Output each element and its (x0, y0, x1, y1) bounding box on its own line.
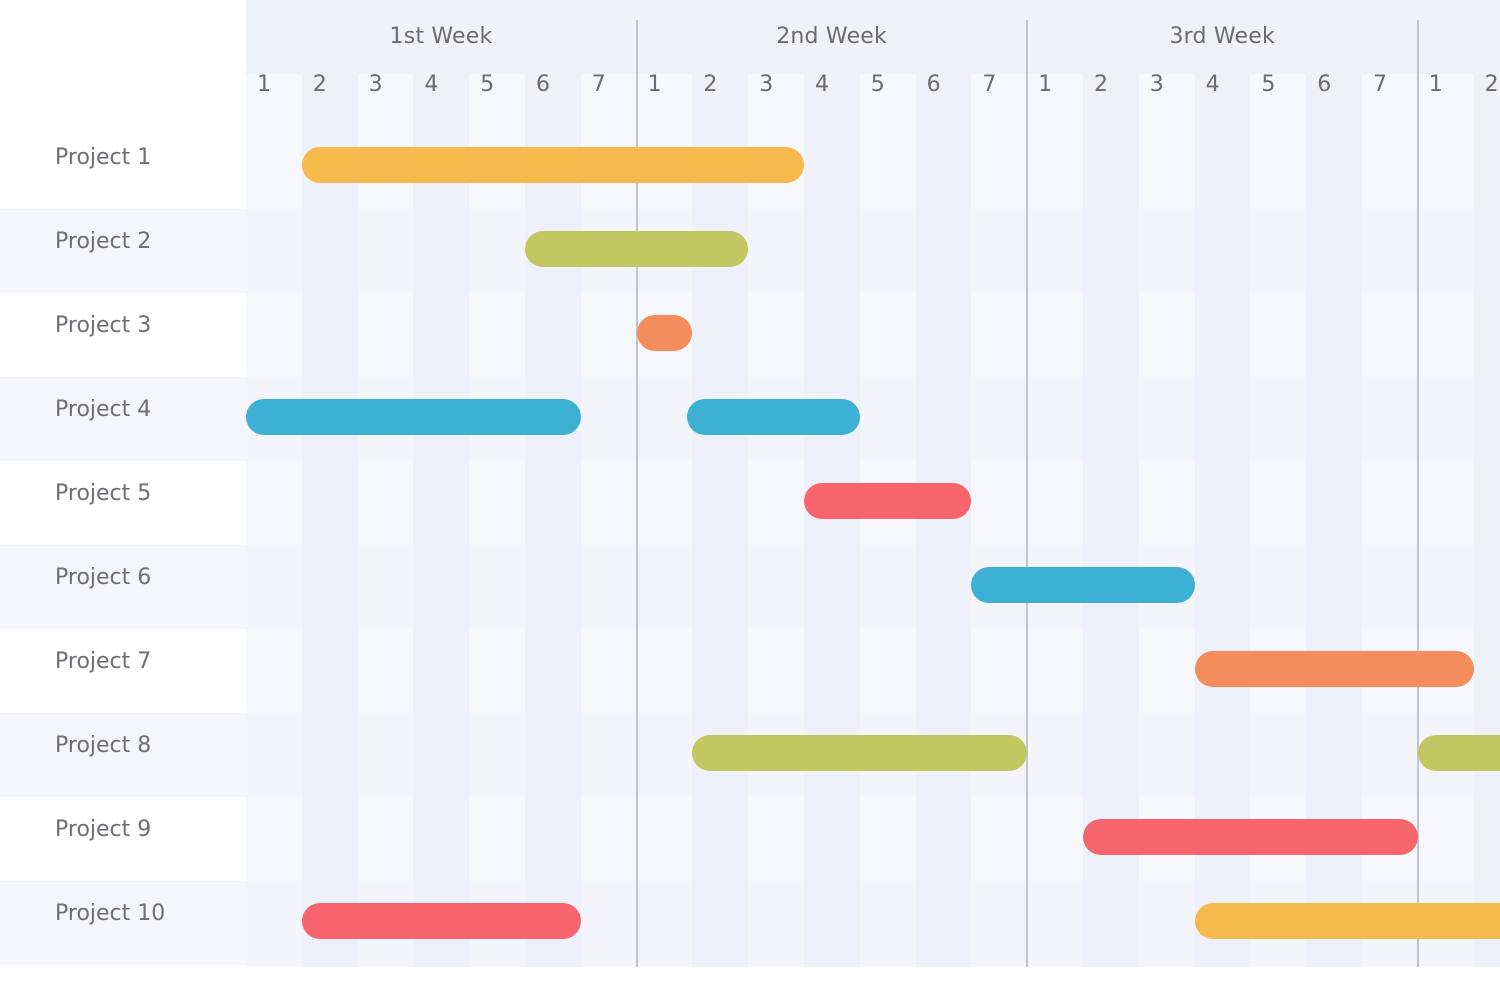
day-column (915, 74, 972, 967)
project-row-band (246, 545, 1500, 629)
project-label: Project 8 (55, 733, 152, 758)
project-label: Project 2 (55, 229, 152, 254)
day-column (1306, 74, 1363, 967)
project-label: Project 1 (55, 145, 152, 170)
task-bar (804, 483, 972, 519)
day-label: 2 (1094, 72, 1108, 97)
week-label: 1st Week (389, 24, 493, 49)
project-row (0, 713, 246, 797)
task-bar (1417, 735, 1500, 771)
day-label: 3 (368, 72, 383, 97)
week-separator (1026, 20, 1029, 967)
day-label: 7 (591, 72, 606, 97)
day-column (1027, 74, 1084, 967)
task-bar (525, 231, 749, 267)
project-label: Project 9 (55, 817, 152, 842)
project-row (0, 881, 246, 965)
day-column (1138, 74, 1196, 967)
task-bar (1194, 651, 1474, 687)
day-label: 5 (480, 72, 495, 97)
project-row-band (246, 209, 1500, 293)
task-bar (301, 147, 804, 183)
day-column (413, 74, 470, 967)
day-label: 1 (257, 72, 271, 97)
day-column (1473, 74, 1500, 967)
day-column (636, 74, 693, 967)
task-bar (686, 399, 860, 435)
week-separator (1416, 20, 1419, 967)
task-bar (692, 735, 1028, 771)
day-label: 7 (982, 72, 997, 97)
day-label: 5 (870, 72, 885, 97)
day-column (357, 74, 414, 967)
day-column (859, 74, 917, 967)
day-label: 2 (703, 72, 718, 97)
task-bar (636, 315, 693, 351)
day-label: 5 (1261, 72, 1276, 97)
day-label: 3 (759, 72, 774, 97)
day-label: 6 (1317, 72, 1332, 97)
project-label: Project 10 (55, 901, 166, 926)
project-label: Project 3 (55, 313, 152, 338)
day-label: 1 (1428, 72, 1443, 97)
day-column (1362, 74, 1419, 967)
week-label: 3rd Week (1169, 24, 1275, 49)
project-label: Project 4 (55, 397, 152, 422)
day-column (971, 74, 1028, 967)
project-row (0, 545, 246, 629)
day-column (525, 74, 582, 967)
day-column (580, 74, 638, 967)
day-column (1083, 74, 1140, 967)
day-label: 7 (1373, 72, 1387, 97)
day-column (301, 74, 359, 967)
project-label: Project 5 (55, 481, 152, 506)
task-bar (246, 399, 581, 435)
day-column (469, 74, 526, 967)
day-label: 4 (815, 72, 829, 97)
project-label: Project 6 (55, 565, 152, 590)
task-bar (301, 903, 581, 939)
day-label: 6 (536, 72, 550, 97)
task-bar (1083, 819, 1418, 855)
day-label: 2 (1484, 72, 1499, 97)
week-separator (635, 20, 638, 967)
day-label: 4 (1205, 72, 1220, 97)
task-bar (1194, 903, 1500, 939)
project-row (0, 209, 246, 293)
day-column (1194, 74, 1251, 967)
task-bar (971, 567, 1195, 603)
day-column (246, 74, 303, 967)
day-label: 4 (424, 72, 439, 97)
day-column (1417, 74, 1475, 967)
day-column (804, 74, 861, 967)
week-label: 2nd Week (776, 24, 887, 49)
day-label: 1 (1038, 72, 1053, 97)
project-label: Project 7 (55, 649, 152, 674)
day-label: 2 (312, 72, 327, 97)
day-label: 3 (1149, 72, 1164, 97)
day-label: 6 (926, 72, 941, 97)
day-column (692, 74, 749, 967)
day-column (1250, 74, 1307, 967)
day-label: 1 (647, 72, 662, 97)
day-column (748, 74, 805, 967)
project-row (0, 377, 246, 461)
